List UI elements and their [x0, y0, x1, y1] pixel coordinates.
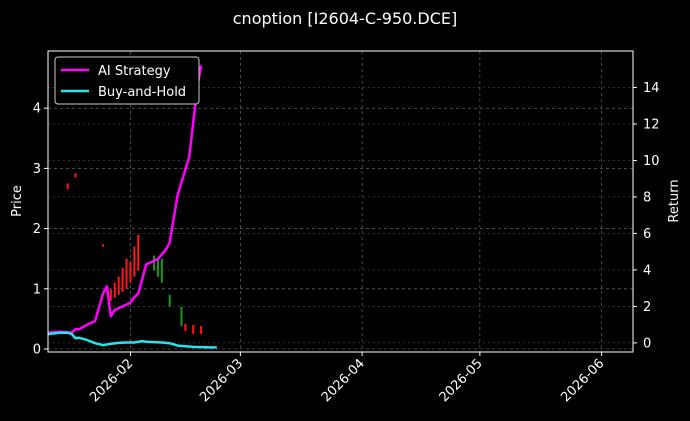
plot-frame: [47, 50, 634, 353]
price-candle: [180, 306, 183, 327]
y2-tick-label: 0: [643, 336, 651, 351]
y2-tick-label: 14: [643, 81, 660, 96]
price-candle: [109, 288, 112, 301]
price-candles: [66, 173, 203, 334]
price-candle: [168, 294, 171, 307]
y2-tick-label: 6: [643, 227, 651, 242]
legend-label-buy-and-hold: Buy-and-Hold: [98, 85, 186, 100]
price-candle: [192, 324, 195, 334]
y2-axis-label: Return: [667, 179, 682, 222]
price-candle: [74, 173, 77, 178]
y2-axis-ticks: 0 2 4 6 8 10 12 14: [633, 81, 660, 351]
y2-tick-label: 12: [643, 117, 660, 132]
price-candle: [129, 261, 132, 283]
legend-label-ai-strategy: AI Strategy: [98, 64, 171, 79]
y2-tick-label: 2: [643, 300, 651, 315]
price-candle: [184, 323, 187, 331]
price-candle: [66, 183, 69, 190]
price-candle: [121, 267, 124, 292]
price-candle: [200, 326, 203, 334]
y-tick-label: 2: [33, 222, 41, 237]
y-tick-label: 3: [33, 162, 41, 177]
price-candle: [113, 282, 116, 298]
series-line-buy-and-hold: [47, 331, 217, 349]
legend-box: [54, 56, 200, 105]
y-axis-label: Price: [10, 185, 25, 217]
series-line-ai-strategy: [47, 65, 203, 335]
price-candle: [133, 246, 136, 277]
y-tick-label: 4: [33, 102, 41, 117]
chart-title: cnoption [I2604-C-950.DCE]: [233, 9, 457, 28]
price-candle: [125, 258, 128, 289]
price-candle: [160, 258, 163, 283]
y-tick-label: 0: [33, 342, 41, 357]
price-candle: [156, 258, 159, 277]
legend: AI Strategy Buy-and-Hold: [54, 56, 200, 105]
y2-tick-label: 4: [643, 263, 651, 278]
y-axis-ticks: 0 1 2 3 4: [33, 102, 48, 357]
price-candle: [101, 244, 104, 247]
price-candle: [153, 255, 156, 271]
price-candle: [137, 234, 140, 271]
price-candle: [117, 276, 120, 295]
series-lines: [47, 65, 217, 349]
y2-tick-label: 8: [643, 190, 651, 205]
y-tick-label: 1: [33, 282, 41, 297]
y2-tick-label: 10: [643, 154, 660, 169]
